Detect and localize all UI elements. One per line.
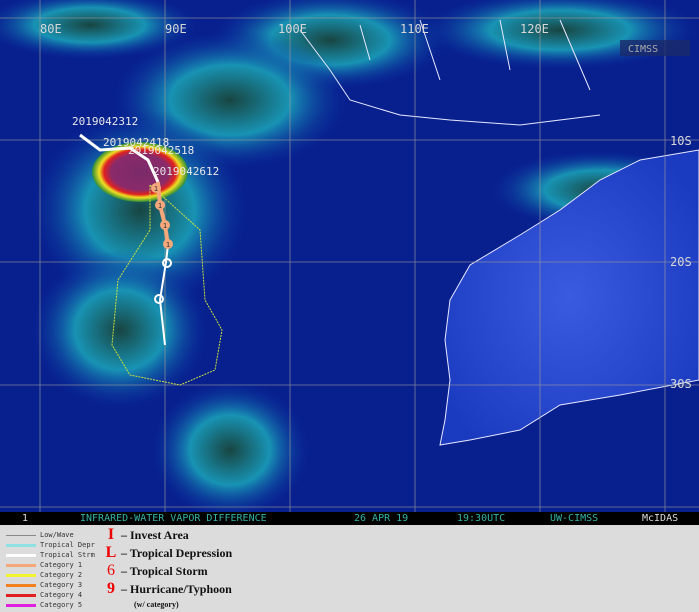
legend-category-2: Category 2 (6, 570, 82, 580)
legend-category-5: Category 5 (6, 600, 82, 610)
lon-label: 120E (520, 22, 549, 36)
legend-category-1: Category 1 (6, 560, 82, 570)
satellite-map: 80E 90E 100E 110E 120E 10S 20S 30S CIMSS… (0, 0, 699, 512)
lat-label: 20S (670, 255, 692, 269)
storm-track-past (79, 133, 160, 183)
legend-invest-area: I – Invest Area (104, 526, 189, 544)
image-time: 19:30UTC (457, 513, 506, 524)
lon-label: 80E (40, 22, 62, 36)
fix-label: 2019042312 (72, 115, 138, 128)
legend: Low/Wave Tropical Depr Tropical Strm Cat… (0, 525, 699, 612)
svg-text:CIMSS: CIMSS (628, 44, 658, 55)
legend-category-3: Category 3 (6, 580, 82, 590)
fix-label: 2019042612 (153, 165, 219, 178)
sumatra-java-coast (299, 29, 601, 126)
legend-category-4: Category 4 (6, 590, 82, 600)
product-name: INFRARED-WATER VAPOR DIFFERENCE (80, 513, 267, 524)
australia-landmass (439, 149, 699, 446)
storm-symbols (154, 258, 172, 304)
svg-text:1: 1 (166, 241, 170, 249)
legend-low-wave: Low/Wave (6, 530, 74, 540)
storm-track-forecast (158, 244, 169, 346)
cimss-logo: CIMSS (620, 40, 690, 56)
lon-label: 110E (400, 22, 429, 36)
hurricane-icon: 9 (107, 580, 115, 597)
category-markers: 1 1 1 1 (151, 183, 173, 249)
lat-label: 10S (670, 134, 692, 148)
legend-tropical-strm: Tropical Strm (6, 550, 95, 560)
fix-label: 2019042518 (128, 144, 194, 157)
frame-number: 1 (22, 513, 29, 524)
legend-tropical-depr: Tropical Depr (6, 540, 95, 550)
legend-hurricane: 9 – Hurricane/Typhoon (104, 580, 232, 598)
lat-label: 30S (670, 377, 692, 391)
svg-text:1: 1 (154, 185, 158, 193)
storm-track-cat1 (156, 181, 170, 246)
fix-labels: 2019042312 2019042418 2019042518 2019042… (72, 115, 219, 178)
legend-note: (w/ category) (134, 600, 179, 609)
software: McIDAS (642, 513, 679, 524)
forecast-cone (111, 183, 223, 386)
grid-labels: 80E 90E 100E 110E 120E 10S 20S 30S (40, 22, 692, 391)
storm-core (92, 142, 188, 202)
indonesia-coast (359, 19, 591, 91)
svg-text:1: 1 (163, 222, 167, 230)
svg-text:1: 1 (158, 202, 162, 210)
legend-tropical-depression: L – Tropical Depression (105, 544, 233, 561)
depression-icon: L (105, 544, 117, 561)
source: UW-CIMSS (550, 513, 599, 524)
image-date: 26 APR 19 (354, 513, 409, 524)
fix-label: 2019042418 (103, 136, 169, 149)
lat-lon-grid (0, 0, 699, 512)
lon-label: 90E (165, 22, 187, 36)
lon-label: 100E (278, 22, 307, 36)
tropical-storm-icon: 6 (107, 562, 115, 579)
status-bar: 1 INFRARED-WATER VAPOR DIFFERENCE 26 APR… (0, 512, 699, 525)
legend-tropical-storm: 6 – Tropical Storm (104, 562, 208, 580)
invest-icon: I (107, 526, 115, 543)
